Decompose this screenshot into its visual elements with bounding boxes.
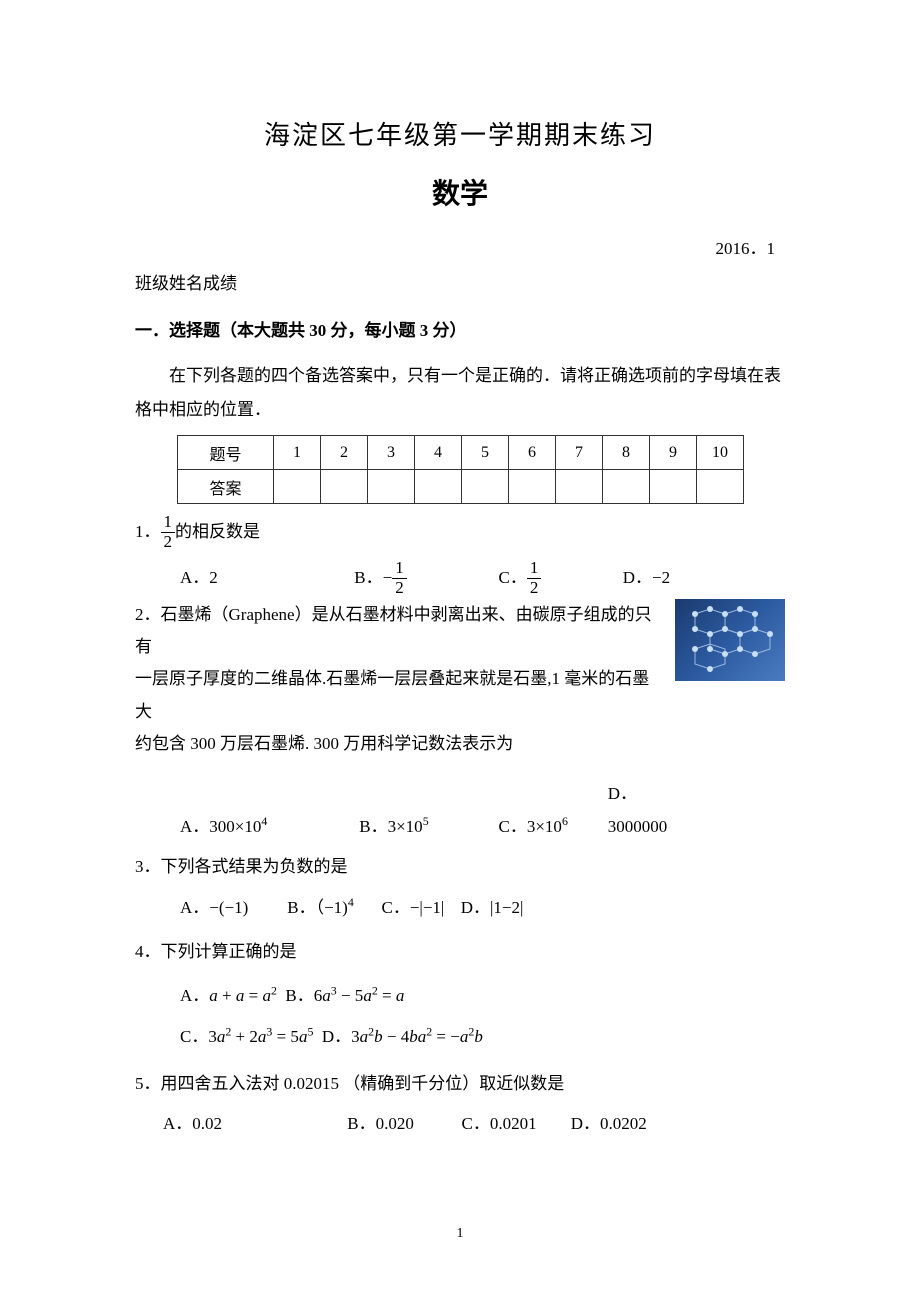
q5-options: A．0.02 B．0.020 C．0.0201 D．0.0202 (135, 1108, 785, 1140)
q2-options: A．300×104 B．3×105 C．3×106 D．3000000 (135, 778, 785, 843)
col-num: 8 (603, 436, 650, 470)
col-num: 9 (650, 436, 697, 470)
option-c: C．0.0201 (462, 1108, 567, 1140)
opt-b-prefix: B．− (354, 562, 392, 594)
option-a: A．a + a = a2 (180, 986, 277, 1005)
q1-prefix: 1． (135, 522, 161, 541)
fraction: 12 (161, 513, 176, 551)
answer-cell[interactable] (650, 470, 697, 504)
option-d: D．3a2b − 4ba2 = −a2b (322, 1027, 483, 1046)
table-row: 答案 (178, 470, 744, 504)
opt-c-prefix: C． (499, 562, 527, 594)
option-a: A．300×104 (180, 810, 355, 843)
q1-options: A．2 B．−12 C．12 D．−2 (135, 560, 785, 598)
table-row: 题号 1 2 3 4 5 6 7 8 9 10 (178, 436, 744, 470)
col-num: 4 (415, 436, 462, 470)
option-b: B．（−1)4 (287, 891, 377, 924)
option-c: C．12 (499, 560, 619, 598)
answer-cell[interactable] (697, 470, 744, 504)
question-4: 4．下列计算正确的是 (135, 936, 785, 968)
q2-line3: 约包含 300 万层石墨烯. 300 万用科学记数法表示为 (135, 728, 785, 760)
main-title: 海淀区七年级第一学期期末练习 (135, 115, 785, 152)
row-label: 答案 (178, 470, 274, 504)
answer-cell[interactable] (462, 470, 509, 504)
numerator: 1 (392, 559, 407, 579)
col-num: 10 (697, 436, 744, 470)
option-d: D．−2 (623, 562, 703, 594)
option-c: C．3×106 (499, 810, 604, 843)
answer-cell[interactable] (603, 470, 650, 504)
fraction: 12 (527, 559, 542, 597)
q3-options: A．−(−1) B．（−1)4 C．−|−1| D．|1−2| (135, 891, 785, 924)
numerator: 1 (161, 513, 176, 533)
answer-cell[interactable] (556, 470, 603, 504)
option-a: A．0.02 (163, 1108, 343, 1140)
q4-options-cd: C．3a2 + 2a3 = 5a5 D．3a2b − 4ba2 = −a2b (180, 1017, 785, 1058)
option-d: D．3000000 (608, 778, 688, 843)
superscript: 5 (423, 814, 429, 828)
numerator: 1 (527, 559, 542, 579)
section-1-instruction: 在下列各题的四个备选答案中，只有一个是正确的．请将正确选项前的字母填在表格中相应… (135, 359, 785, 427)
answer-cell[interactable] (274, 470, 321, 504)
denominator: 2 (392, 579, 407, 598)
row-label: 题号 (178, 436, 274, 470)
opt-text: A．300×10 (180, 811, 261, 843)
option-b: B．0.020 (347, 1108, 457, 1140)
graphene-image (675, 599, 785, 681)
question-3: 3．下列各式结果为负数的是 (135, 851, 785, 883)
page-number: 1 (0, 1226, 920, 1242)
option-b: B．3×105 (359, 810, 494, 843)
col-num: 2 (321, 436, 368, 470)
student-info-line: 班级姓名成绩 (135, 269, 785, 294)
option-b: B．6a3 − 5a2 = a (285, 986, 404, 1005)
answer-cell[interactable] (509, 470, 556, 504)
option-c: C．−|−1| (382, 892, 457, 924)
col-num: 5 (462, 436, 509, 470)
question-1: 1．12的相反数是 (135, 514, 785, 552)
option-c: C．3a2 + 2a3 = 5a5 (180, 1027, 313, 1046)
answer-table: 题号 1 2 3 4 5 6 7 8 9 10 答案 (177, 435, 744, 504)
col-num: 3 (368, 436, 415, 470)
col-num: 7 (556, 436, 603, 470)
option-a: A．2 (180, 562, 350, 594)
answer-cell[interactable] (368, 470, 415, 504)
answer-cell[interactable] (415, 470, 462, 504)
superscript: 6 (562, 814, 568, 828)
q4-options-ab: A．a + a = a2 B．6a3 − 5a2 = a (180, 976, 785, 1017)
question-5: 5．用四舍五入法对 0.02015 （精确到千分位）取近似数是 (135, 1068, 785, 1100)
denominator: 2 (161, 533, 176, 552)
fraction: 12 (392, 559, 407, 597)
opt-text: B．（−1) (287, 892, 348, 924)
section-1-heading: 一．选择题（本大题共 30 分，每小题 3 分） (135, 316, 785, 341)
subject-title: 数学 (135, 172, 785, 212)
opt-text: B．3×10 (359, 811, 422, 843)
answer-cell[interactable] (321, 470, 368, 504)
option-a: A．−(−1) (180, 892, 283, 924)
opt-text: C．3×10 (499, 811, 562, 843)
superscript: 4 (348, 895, 354, 909)
q1-suffix: 的相反数是 (175, 522, 260, 541)
superscript: 4 (261, 814, 267, 828)
option-b: B．−12 (354, 560, 494, 598)
col-num: 6 (509, 436, 556, 470)
option-d: D．|1−2| (461, 892, 541, 924)
denominator: 2 (527, 579, 542, 598)
col-num: 1 (274, 436, 321, 470)
option-d: D．0.0202 (571, 1108, 671, 1140)
exam-date: 2016．1 (135, 234, 785, 259)
